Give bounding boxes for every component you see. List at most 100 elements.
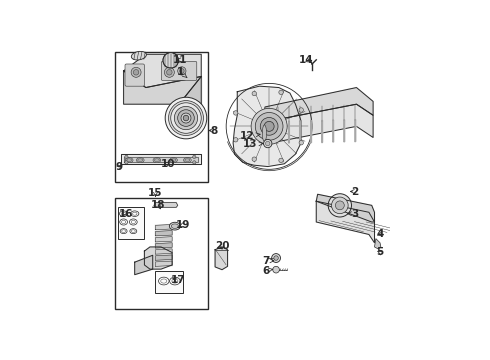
Text: 6: 6 [263,266,273,275]
Ellipse shape [171,159,176,162]
Bar [115,51,208,182]
Polygon shape [264,104,373,144]
Polygon shape [215,247,227,270]
Circle shape [163,53,178,68]
Polygon shape [123,157,198,162]
Text: 5: 5 [376,247,384,257]
Circle shape [332,197,348,214]
Text: 7: 7 [263,256,274,266]
Polygon shape [155,237,172,242]
Ellipse shape [138,159,143,162]
Ellipse shape [262,123,267,144]
Polygon shape [155,255,172,260]
Polygon shape [311,121,312,143]
Text: 14: 14 [299,55,314,65]
Ellipse shape [183,158,191,163]
Text: 3: 3 [347,209,359,219]
Polygon shape [179,76,201,110]
Circle shape [193,155,196,158]
Polygon shape [121,154,201,164]
Circle shape [171,103,201,133]
Polygon shape [316,201,374,243]
Circle shape [251,108,287,144]
Circle shape [264,121,274,131]
Circle shape [260,117,278,135]
Text: 2: 2 [350,186,359,197]
Circle shape [266,141,270,146]
Ellipse shape [172,224,178,228]
Text: 19: 19 [176,220,191,230]
Circle shape [274,256,278,260]
Text: 11: 11 [173,55,188,65]
Bar [118,207,145,239]
Ellipse shape [170,158,177,163]
Polygon shape [154,203,178,207]
Circle shape [167,69,172,75]
Ellipse shape [125,158,133,163]
Ellipse shape [136,158,144,163]
Text: 18: 18 [151,201,166,210]
Circle shape [233,138,238,142]
Text: 12: 12 [240,131,260,141]
Polygon shape [344,120,345,142]
Polygon shape [374,239,381,249]
Text: 17: 17 [171,275,185,285]
Circle shape [328,194,351,217]
Polygon shape [289,121,290,143]
Ellipse shape [154,159,159,162]
Circle shape [178,110,195,126]
Circle shape [233,111,238,115]
Text: 4: 4 [376,229,384,239]
Text: 1: 1 [177,67,187,77]
Bar [115,198,208,309]
Polygon shape [123,71,201,104]
Circle shape [271,253,280,262]
Circle shape [125,161,128,164]
Circle shape [178,67,186,75]
Circle shape [181,113,191,123]
Circle shape [255,112,283,140]
Circle shape [174,107,197,130]
Circle shape [165,97,207,139]
Text: 13: 13 [243,139,263,149]
FancyBboxPatch shape [161,62,197,80]
Circle shape [193,161,196,164]
Polygon shape [155,261,172,266]
Circle shape [131,67,141,77]
Ellipse shape [126,159,132,162]
Bar [155,270,183,293]
Polygon shape [135,255,153,275]
Circle shape [252,91,256,96]
Circle shape [273,266,279,273]
Text: 8: 8 [209,126,218,135]
Polygon shape [355,120,356,142]
Polygon shape [316,194,374,222]
Circle shape [164,67,174,77]
Text: 15: 15 [148,188,163,198]
Polygon shape [264,87,373,122]
Polygon shape [155,243,172,248]
Circle shape [335,201,344,210]
Circle shape [279,158,283,163]
Circle shape [133,69,139,75]
Text: 16: 16 [119,209,133,219]
Circle shape [299,108,303,112]
Polygon shape [123,54,201,87]
Text: 20: 20 [215,240,229,251]
Polygon shape [333,120,334,142]
Polygon shape [277,121,278,144]
Ellipse shape [262,125,267,141]
Polygon shape [145,247,172,269]
Circle shape [252,157,256,161]
Polygon shape [155,231,172,236]
Ellipse shape [131,51,147,60]
Circle shape [183,115,189,121]
Polygon shape [155,225,172,230]
Text: 9: 9 [116,162,123,172]
Circle shape [169,100,203,135]
Circle shape [125,155,128,158]
Text: 10: 10 [161,159,175,169]
Ellipse shape [185,159,190,162]
Circle shape [279,90,283,95]
Polygon shape [155,249,172,254]
